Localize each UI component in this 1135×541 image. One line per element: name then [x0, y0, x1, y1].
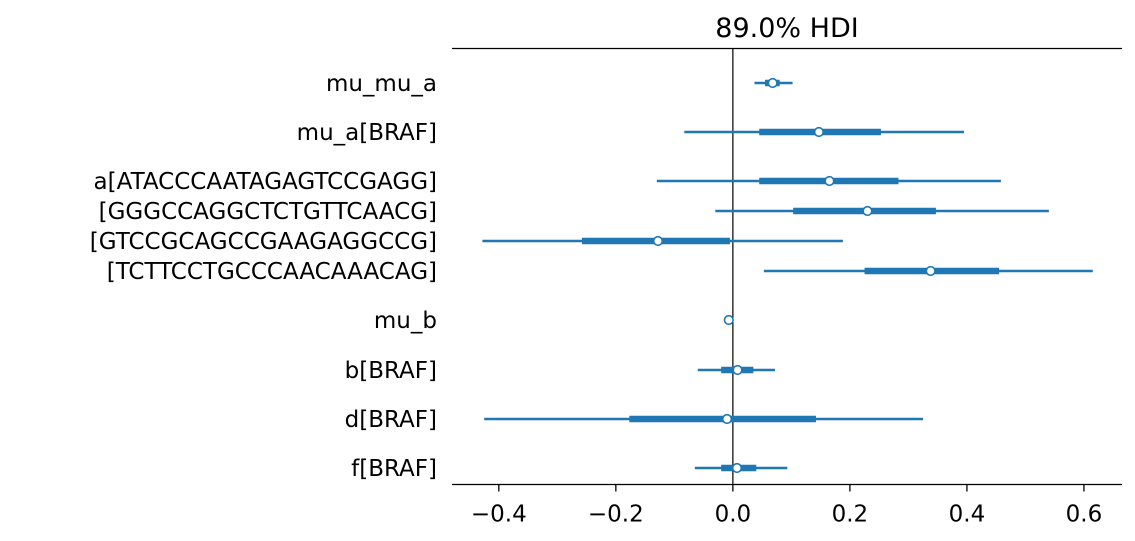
mean-point: [767, 77, 778, 89]
mean-point: [732, 364, 743, 376]
x-tick-label: −0.4: [471, 502, 527, 528]
row-label: [GGGCCAGGCTCTGTTCAACG]: [99, 199, 437, 225]
row-label: [TCTTCCTGCCCAACAAACAG]: [107, 259, 437, 285]
row-label: f[BRAF]: [351, 456, 437, 482]
mean-point: [652, 235, 664, 247]
mean-point: [813, 126, 824, 138]
mean-point: [862, 205, 873, 217]
row-label: mu_mu_a: [326, 71, 437, 97]
row-label: d[BRAF]: [345, 407, 437, 433]
mean-point: [723, 314, 734, 326]
chart-title: 89.0% HDI: [715, 13, 858, 44]
mean-point: [721, 413, 733, 425]
row-label: a[ATACCCAATAGAGTCCGAGG]: [94, 169, 437, 195]
row-label: mu_b: [374, 308, 437, 334]
row-label: b[BRAF]: [345, 358, 437, 384]
row-label: mu_a[BRAF]: [297, 120, 437, 146]
mean-point: [925, 265, 936, 277]
x-tick-label: 0.4: [949, 502, 986, 528]
row-label: [GTCCGCAGCCGAAGAGGCCG]: [90, 229, 437, 255]
mean-point: [731, 462, 743, 474]
x-tick-label: 0.0: [715, 502, 752, 528]
x-tick-label: −0.2: [588, 502, 644, 528]
x-tick-label: 0.6: [1066, 502, 1103, 528]
mean-point: [824, 175, 835, 187]
x-tick-label: 0.2: [832, 502, 869, 528]
